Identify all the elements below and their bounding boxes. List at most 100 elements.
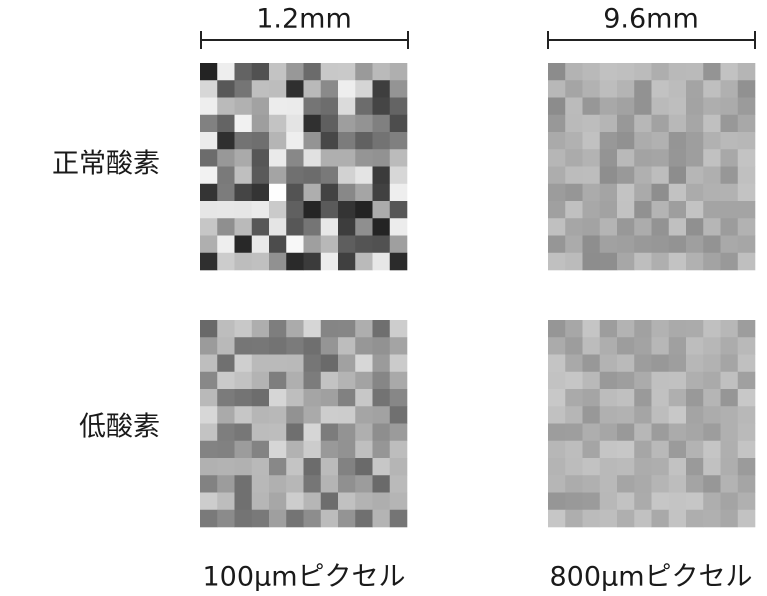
pixel	[652, 236, 670, 254]
row-label: 正常酸素	[52, 149, 160, 180]
pixel	[652, 355, 670, 373]
pixel	[304, 475, 322, 493]
pixel	[600, 372, 618, 390]
pixel	[304, 493, 322, 511]
pixel	[252, 80, 270, 98]
pixel	[703, 441, 721, 459]
pixel	[217, 80, 235, 98]
pixel	[738, 424, 756, 442]
pixel	[304, 424, 322, 442]
pixel	[355, 236, 373, 254]
pixel	[390, 320, 408, 338]
pixel	[548, 337, 566, 355]
pixel	[217, 149, 235, 167]
pixel	[652, 372, 670, 390]
pixel	[338, 115, 356, 133]
pixel	[721, 441, 739, 459]
pixel	[583, 475, 601, 493]
pixel	[600, 389, 618, 407]
pixel	[634, 218, 652, 236]
pixel	[390, 201, 408, 219]
pixel	[583, 132, 601, 150]
pixel	[652, 184, 670, 202]
column-label: 800μmピクセル	[549, 562, 752, 593]
pixel	[583, 320, 601, 338]
pixel	[565, 253, 583, 271]
pixel	[338, 201, 356, 219]
pixel	[721, 475, 739, 493]
pixel	[738, 389, 756, 407]
pixel	[286, 218, 304, 236]
pixel	[703, 355, 721, 373]
pixel	[721, 510, 739, 528]
pixel	[390, 63, 408, 81]
pixel	[617, 389, 635, 407]
pixel	[669, 475, 687, 493]
pixel	[583, 493, 601, 511]
pixel	[217, 389, 235, 407]
pixel	[286, 441, 304, 459]
pixel	[286, 201, 304, 219]
pixel	[200, 132, 218, 150]
pixel	[338, 510, 356, 528]
pixel	[200, 253, 218, 271]
pixel	[269, 236, 287, 254]
pixel	[252, 406, 270, 424]
pixel	[252, 320, 270, 338]
pixel	[600, 320, 618, 338]
pixel	[600, 253, 618, 271]
pixel	[286, 320, 304, 338]
figure: 1.2mm 9.6mm 正常酸素 低酸素 100μmピクセル 800μmピクセル	[0, 0, 767, 596]
pixel	[652, 63, 670, 81]
pixel	[721, 355, 739, 373]
pixel	[373, 98, 391, 116]
pixel	[200, 320, 218, 338]
pixel	[686, 406, 704, 424]
pixel	[235, 218, 253, 236]
pixel	[373, 355, 391, 373]
pixel	[565, 475, 583, 493]
pixel	[321, 115, 339, 133]
pixel	[669, 80, 687, 98]
pixel	[304, 218, 322, 236]
pixel	[634, 201, 652, 219]
pixel	[634, 510, 652, 528]
pixel	[321, 441, 339, 459]
pixel	[355, 424, 373, 442]
pixel	[217, 236, 235, 254]
pixel	[565, 149, 583, 167]
pixel-grid	[200, 320, 407, 527]
pixel	[321, 167, 339, 185]
pixel	[286, 115, 304, 133]
pixel	[390, 167, 408, 185]
pixel	[321, 389, 339, 407]
pixel	[286, 406, 304, 424]
pixel	[721, 236, 739, 254]
pixel	[321, 337, 339, 355]
pixel	[548, 458, 566, 476]
pixel	[252, 355, 270, 373]
pixel	[565, 458, 583, 476]
pixel	[252, 236, 270, 254]
pixel	[217, 63, 235, 81]
pixel	[235, 167, 253, 185]
pixel	[338, 406, 356, 424]
pixel	[600, 510, 618, 528]
pixel	[686, 63, 704, 81]
pixel	[669, 355, 687, 373]
pixel	[321, 510, 339, 528]
pixel	[252, 337, 270, 355]
pixel	[565, 320, 583, 338]
pixel	[721, 372, 739, 390]
pixel	[235, 80, 253, 98]
pixel	[338, 389, 356, 407]
pixel	[738, 115, 756, 133]
pixel	[390, 389, 408, 407]
pixel	[304, 337, 322, 355]
pixel	[548, 510, 566, 528]
pixel	[669, 98, 687, 116]
pixel	[686, 458, 704, 476]
pixel	[634, 493, 652, 511]
pixel	[669, 441, 687, 459]
pixel	[338, 218, 356, 236]
